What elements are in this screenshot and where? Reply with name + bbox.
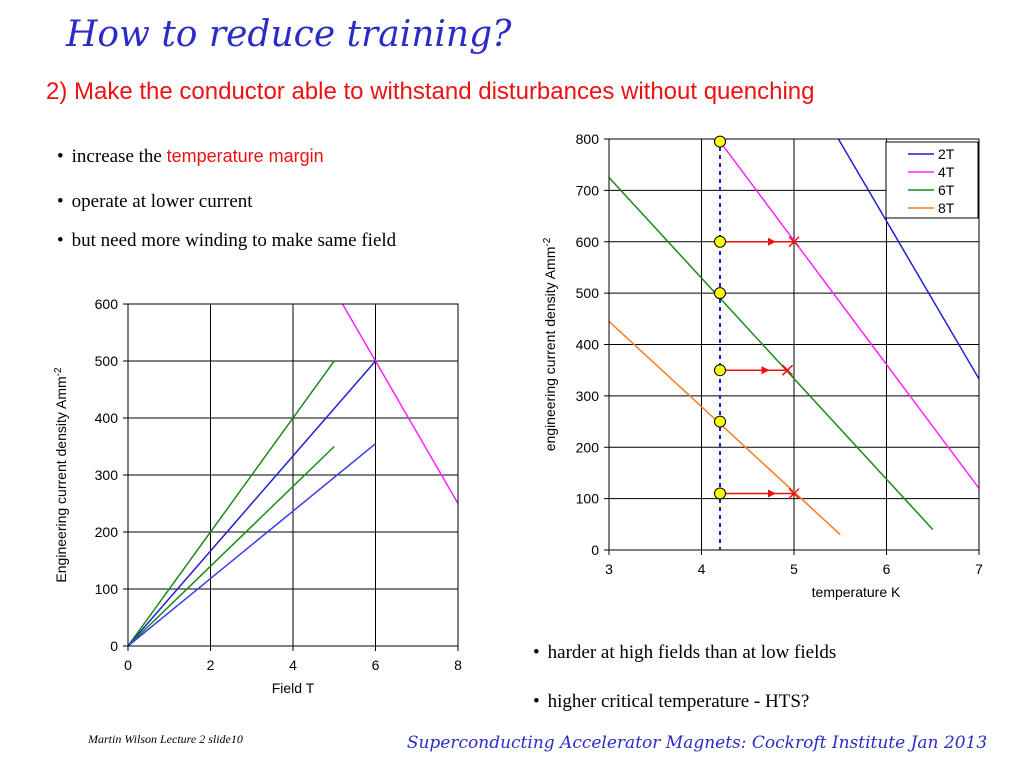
x-tick-label: 4 <box>698 561 706 577</box>
series-line <box>128 360 335 646</box>
y-axis-label-superscript: -2 <box>542 237 553 246</box>
slide-title: How to reduce training? <box>66 14 512 55</box>
quench-cross-mark <box>788 236 800 248</box>
series-line <box>128 360 377 646</box>
operating-point-marker <box>714 287 726 300</box>
quench-cross-mark <box>788 487 800 500</box>
y-tick-label: 400 <box>576 337 600 353</box>
x-tick-label: 2 <box>207 657 215 673</box>
bullet-text: higher critical temperature - HTS? <box>547 691 810 712</box>
quench-cross-mark <box>781 364 794 376</box>
y-tick-label: 700 <box>576 182 600 198</box>
bullet-dot: • <box>57 191 64 212</box>
y-axis-label: engineering current density Amm-2 <box>542 237 559 451</box>
bullet-dot: • <box>57 230 64 251</box>
y-tick-label: 100 <box>95 581 119 597</box>
operating-point-marker <box>714 415 726 428</box>
y-tick-label: 500 <box>95 353 119 369</box>
bullet-text: but need more winding to make same field <box>71 230 397 251</box>
y-tick-label: 100 <box>576 491 600 507</box>
x-tick-label: 3 <box>605 561 613 577</box>
y-tick-label: 200 <box>576 439 600 455</box>
y-tick-label: 300 <box>95 467 119 483</box>
x-axis-label: temperature K <box>812 584 901 600</box>
footer-author: Martin Wilson Lecture 2 slide10 <box>88 732 243 746</box>
operating-point-marker <box>714 487 726 500</box>
y-tick-label: 200 <box>95 524 119 540</box>
highlight-text: temperature margin <box>166 146 324 166</box>
bullet-dot: • <box>533 642 540 663</box>
x-axis-label: Field T <box>272 680 315 696</box>
legend-label-2T: 2T <box>938 146 955 162</box>
y-tick-label: 500 <box>576 285 600 301</box>
x-tick-label: 4 <box>289 657 297 673</box>
x-tick-label: 8 <box>454 657 462 673</box>
series-line-8T <box>609 320 841 536</box>
series-group <box>128 304 458 646</box>
y-axis-label-superscript: -2 <box>53 367 64 376</box>
margin-arrow-head <box>761 366 770 375</box>
footer-course: Superconducting Accelerator Magnets: Coc… <box>406 733 988 753</box>
x-tick-label: 7 <box>975 561 983 577</box>
legend-label-8T: 8T <box>938 200 955 216</box>
x-tick-label: 6 <box>372 657 380 673</box>
slide-subtitle: 2) Make the conductor able to withstand … <box>46 78 815 105</box>
bullet-temperature-margin: • increase the temperature margin <box>57 146 324 168</box>
series-line <box>128 445 335 646</box>
bullet-text: harder at high fields than at low fields <box>547 642 837 663</box>
x-tick-label: 0 <box>124 657 132 673</box>
bullet-text: increase the <box>71 146 167 167</box>
bullet-text: operate at lower current <box>71 191 253 212</box>
series-group <box>609 139 979 536</box>
y-tick-label: 600 <box>576 234 600 250</box>
x-tick-label: 5 <box>790 561 798 577</box>
bullet-more-winding: • but need more winding to make same fiel… <box>57 230 396 252</box>
operating-point-marker <box>714 135 726 148</box>
series-line-6T <box>609 177 934 530</box>
bullet-dot: • <box>57 146 64 167</box>
bullet-lower-current: • operate at lower current <box>57 191 253 213</box>
y-tick-label: 0 <box>591 542 599 558</box>
y-tick-label: 800 <box>576 131 600 147</box>
y-tick-label: 600 <box>95 296 119 312</box>
y-tick-label: 0 <box>110 638 118 654</box>
series-line <box>341 304 458 504</box>
operating-point-marker <box>714 235 726 248</box>
legend-label-4T: 4T <box>938 164 955 180</box>
bullet-dot: • <box>533 691 540 712</box>
operating-point-marker <box>714 364 726 377</box>
series-line-2T <box>837 139 979 380</box>
series-line-4T <box>719 141 979 489</box>
y-tick-label: 400 <box>95 410 119 426</box>
legend-label-6T: 6T <box>938 182 955 198</box>
bullet-hts: • higher critical temperature - HTS? <box>533 691 809 713</box>
margin-arrow-head <box>768 237 776 246</box>
x-tick-label: 6 <box>883 561 891 577</box>
series-line <box>128 443 376 646</box>
y-axis-label: Engineering current density Amm-2 <box>53 367 70 583</box>
margin-arrow-head <box>768 489 776 498</box>
bullet-high-fields: • harder at high fields than at low field… <box>533 642 836 664</box>
y-tick-label: 300 <box>576 388 600 404</box>
